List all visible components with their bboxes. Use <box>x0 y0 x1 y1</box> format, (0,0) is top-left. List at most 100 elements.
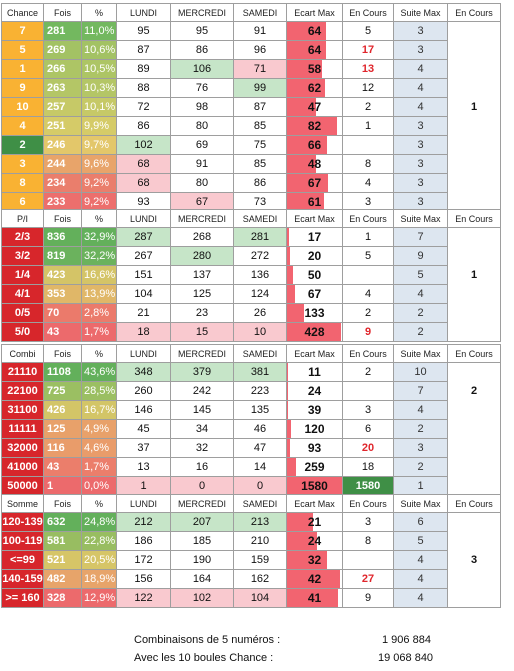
row-label: 1/4 <box>1 265 44 285</box>
en-cours-value: 1 <box>342 227 394 247</box>
table-row: 3/2 819 32,2% 267 280 272 20 5 9 <box>1 246 501 266</box>
ecart-max-bar <box>287 532 317 550</box>
group-en-cours-cell <box>447 246 501 266</box>
percent-value: 9,6% <box>81 154 117 174</box>
header-suite-max: Suite Max <box>393 344 448 363</box>
fois-value: 1108 <box>43 362 82 382</box>
samedi-value: 91 <box>233 21 287 41</box>
ecart-max-value: 67 <box>307 287 322 301</box>
fois-value: 246 <box>43 135 82 155</box>
group-en-cours-cell <box>447 588 501 608</box>
lundi-value: 348 <box>116 362 171 382</box>
ecart-max-value: 17 <box>307 230 322 244</box>
percent-value: 10,3% <box>81 78 117 98</box>
ecart-max-cell: 67 <box>286 173 343 193</box>
row-label: 7 <box>1 21 44 41</box>
header-lundi: LUNDI <box>116 3 171 22</box>
samedi-value: 71 <box>233 59 287 79</box>
fois-value: 423 <box>43 265 82 285</box>
footer-chance-value: 19 068 840 <box>378 652 434 664</box>
row-label: 8 <box>1 173 44 193</box>
mercredi-value: 185 <box>170 531 234 551</box>
ecart-max-cell: 42 <box>286 569 343 589</box>
ecart-max-cell: 259 <box>286 457 343 477</box>
group-en-cours-cell <box>447 303 501 323</box>
percent-value: 1,7% <box>81 457 117 477</box>
samedi-value: 0 <box>233 476 287 496</box>
group-en-cours-cell <box>447 284 501 304</box>
fois-value: 281 <box>43 21 82 41</box>
header-suite-max: Suite Max <box>393 209 448 228</box>
en-cours-value: 18 <box>342 457 394 477</box>
table-row: 3 244 9,6% 68 91 85 48 8 3 <box>1 154 501 174</box>
suite-max-value: 4 <box>393 59 448 79</box>
ecart-max-value: 61 <box>307 195 322 209</box>
table-row: 1/4 423 16,6% 151 137 136 50 5 1 <box>1 265 501 285</box>
lundi-value: 122 <box>116 588 171 608</box>
header-samedi: SAMEDI <box>233 3 287 22</box>
fois-value: 581 <box>43 531 82 551</box>
fois-value: 43 <box>43 457 82 477</box>
header-ecart-max: Ecart Max <box>286 344 343 363</box>
table-row: 5 269 10,6% 87 86 96 64 17 3 <box>1 40 501 60</box>
suite-max-value: 4 <box>393 97 448 117</box>
percent-value: 9,2% <box>81 192 117 212</box>
percent-value: 32,9% <box>81 227 117 247</box>
fois-value: 251 <box>43 116 82 136</box>
ecart-max-value: 39 <box>307 403 322 417</box>
percent-value: 43,6% <box>81 362 117 382</box>
suite-max-value: 3 <box>393 173 448 193</box>
mercredi-value: 145 <box>170 400 234 420</box>
header-row: Chance Fois% LUNDI MERCREDI SAMEDI Ecart Max E… <box>1 3 501 22</box>
lundi-value: 95 <box>116 21 171 41</box>
fois-value: 257 <box>43 97 82 117</box>
ecart-max-bar <box>287 136 328 154</box>
table-row: <=99 521 20,5% 172 190 159 32 4 3 <box>1 550 501 570</box>
lundi-value: 186 <box>116 531 171 551</box>
lundi-value: 13 <box>116 457 171 477</box>
lundi-value: 86 <box>116 116 171 136</box>
mercredi-value: 95 <box>170 21 234 41</box>
percent-value: 18,9% <box>81 569 117 589</box>
en-cours-value: 4 <box>342 284 394 304</box>
header-ecart-max: Ecart Max <box>286 3 343 22</box>
group-en-cours-cell <box>447 227 501 247</box>
percent-value: 4,9% <box>81 419 117 439</box>
ecart-max-cell: 39 <box>286 400 343 420</box>
table-row: 0/5 70 2,8% 21 23 26 133 2 2 <box>1 303 501 323</box>
suite-max-value: 2 <box>393 322 448 342</box>
samedi-value: 124 <box>233 284 287 304</box>
en-cours-value: 3 <box>342 512 394 532</box>
suite-max-value: 10 <box>393 362 448 382</box>
ecart-max-value: 428 <box>304 325 325 339</box>
table-chance: Chance Fois% LUNDI MERCREDI SAMEDI Ecart Max E… <box>1 3 501 212</box>
percent-value: 4,6% <box>81 438 117 458</box>
ecart-max-bar <box>287 458 297 476</box>
row-label: 10 <box>1 97 44 117</box>
samedi-value: 86 <box>233 173 287 193</box>
header-fois: Fois <box>43 3 82 22</box>
header-en-cours: En Cours <box>342 3 394 22</box>
row-label: 41000 <box>1 457 44 477</box>
ecart-max-cell: 66 <box>286 135 343 155</box>
row-label: 22100 <box>1 381 44 401</box>
samedi-value: 75 <box>233 135 287 155</box>
row-label: 31100 <box>1 400 44 420</box>
row-label: 2 <box>1 135 44 155</box>
en-cours-value: 1580 <box>342 476 394 496</box>
ecart-max-cell: 41 <box>286 588 343 608</box>
fois-value: 521 <box>43 550 82 570</box>
table-row: 100-119 581 22,8% 186 185 210 24 8 5 <box>1 531 501 551</box>
ecart-max-cell: 24 <box>286 531 343 551</box>
ecart-max-bar <box>287 551 327 569</box>
ecart-max-bar <box>287 285 296 303</box>
samedi-value: 381 <box>233 362 287 382</box>
suite-max-value: 3 <box>393 21 448 41</box>
ecart-max-bar <box>287 570 340 588</box>
ecart-max-value: 120 <box>304 422 325 436</box>
header-fois: Fois <box>43 209 82 228</box>
ecart-max-value: 58 <box>307 62 322 76</box>
mercredi-value: 207 <box>170 512 234 532</box>
ecart-max-value: 11 <box>308 365 321 379</box>
group-en-cours-cell <box>447 569 501 589</box>
